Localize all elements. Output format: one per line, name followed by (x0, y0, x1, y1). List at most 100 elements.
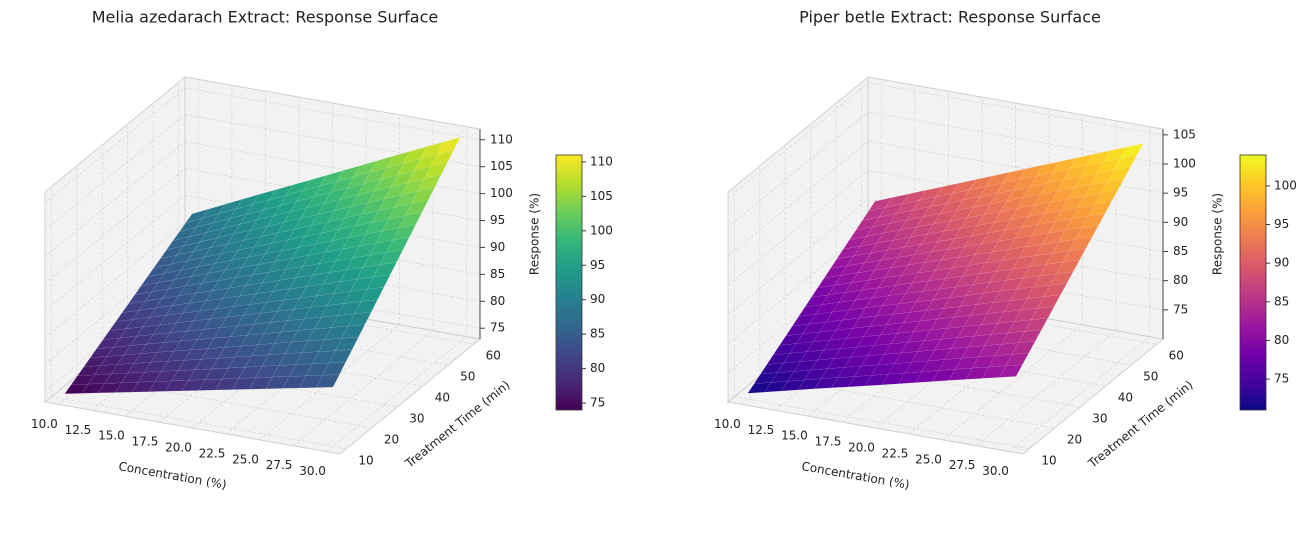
surface-patch (1056, 259, 1081, 275)
grid-line (727, 82, 869, 199)
grid-line (727, 199, 869, 315)
surface-patch (315, 374, 340, 388)
surface-patch (1113, 154, 1138, 171)
z-axis-label: Response (%) (1211, 193, 1225, 275)
surface-patch (1068, 236, 1093, 252)
x-tick-label: 10.0 (31, 417, 58, 431)
surface-patch (322, 361, 347, 376)
grid-line (942, 324, 1083, 441)
grid-line (44, 141, 186, 257)
grid-line (44, 168, 186, 284)
z-tick-label: 100 (490, 186, 513, 200)
surface-patch (379, 249, 404, 266)
surface-patch (1075, 224, 1100, 240)
x-tick-label: 20.0 (165, 441, 192, 455)
z-tick-label: 110 (490, 132, 513, 146)
y-tick-label: 60 (1169, 349, 1184, 363)
x-tick-label: 10.0 (714, 417, 741, 431)
colorbar-tick-label: 100 (1274, 178, 1297, 192)
colorbar-tick-label: 100 (590, 223, 613, 237)
grid-line (44, 87, 186, 204)
x-tick-label: 25.0 (232, 452, 259, 466)
y-tick-label: 30 (1092, 411, 1107, 425)
y-tick-label: 40 (1118, 391, 1133, 405)
surface-patch (1081, 213, 1106, 229)
colorbar-tick-label: 110 (590, 154, 613, 168)
grid-line (44, 114, 186, 231)
y-tick-label: 10 (358, 453, 373, 467)
grid-line (727, 170, 869, 286)
surface-patch (1011, 341, 1036, 355)
colorbar-tick-label: 80 (1274, 333, 1289, 347)
z-tick-label: 75 (490, 321, 505, 335)
z-tick-label: 80 (1173, 273, 1188, 287)
x-axis-label: Concentration (%) (800, 459, 910, 492)
grid-line (1009, 336, 1150, 452)
x-tick-label: 17.5 (815, 435, 842, 449)
colorbar-tick-label: 90 (1274, 256, 1289, 270)
y-tick-label: 50 (1143, 370, 1158, 384)
z-tick-label: 100 (1173, 157, 1196, 171)
z-tick-label: 105 (490, 159, 513, 173)
z-tick-label: 90 (490, 240, 505, 254)
colorbar-tick-label: 80 (590, 361, 605, 375)
surface-patch (1062, 248, 1087, 263)
x-tick-label: 12.5 (748, 423, 775, 437)
surface-patch (1087, 201, 1112, 217)
colorbar-tick-label: 75 (1274, 372, 1289, 386)
x-tick-label: 30.0 (299, 464, 326, 478)
y-tick-label: 20 (1067, 432, 1082, 446)
surface-patch (404, 199, 429, 217)
z-tick-label: 95 (490, 213, 505, 227)
colorbar-tick-label: 75 (590, 396, 605, 410)
colorbar-tick-label: 85 (590, 327, 605, 341)
z-tick-label: 80 (490, 294, 505, 308)
surface-patch (341, 324, 366, 339)
z-tick-label: 105 (1173, 127, 1196, 141)
surface-patch (1024, 317, 1049, 332)
y-tick-label: 60 (486, 349, 501, 363)
colorbar-tick-label: 95 (590, 258, 605, 272)
z-tick-label: 90 (1173, 215, 1188, 229)
y-tick-label: 40 (435, 391, 450, 405)
colorbar-tick-label: 105 (590, 189, 613, 203)
surface-patch (1017, 329, 1042, 344)
x-tick-label: 12.5 (65, 423, 92, 437)
colorbar-tick-label: 95 (1274, 217, 1289, 231)
colorbar-tick-label: 90 (590, 292, 605, 306)
z-tick-label: 75 (1173, 302, 1188, 316)
chart-title: Piper betle Extract: Response Surface (799, 8, 1101, 27)
surface-patch (1119, 143, 1144, 159)
x-tick-label: 17.5 (132, 435, 159, 449)
x-tick-label: 30.0 (982, 464, 1009, 478)
z-tick-label: 85 (1173, 244, 1188, 258)
x-tick-label: 22.5 (882, 446, 909, 460)
x-tick-label: 25.0 (915, 452, 942, 466)
grid-line (44, 195, 186, 311)
x-tick-label: 27.5 (266, 458, 293, 472)
z-axis-label: Response (%) (528, 193, 542, 275)
grid-line (975, 330, 1117, 447)
grid-line (326, 336, 467, 452)
y-tick-label: 30 (409, 411, 424, 425)
y-tick-label: 50 (460, 370, 475, 384)
grid-line (727, 111, 869, 228)
surface-patch (334, 336, 359, 351)
colorbar-tick-label: 85 (1274, 294, 1289, 308)
colorbar (1239, 154, 1267, 411)
x-tick-label: 20.0 (848, 441, 875, 455)
x-tick-label: 27.5 (949, 458, 976, 472)
x-tick-label: 15.0 (98, 429, 125, 443)
surface-patch (1100, 178, 1125, 194)
surface-patch (1043, 282, 1068, 298)
surface-patch (998, 364, 1023, 378)
z-tick-label: 95 (1173, 186, 1188, 200)
grid-line (727, 140, 869, 257)
x-tick-label: 22.5 (199, 446, 226, 460)
x-tick-label: 15.0 (781, 429, 808, 443)
y-tick-label: 10 (1041, 453, 1056, 467)
surface-patch (411, 186, 436, 204)
y-tick-label: 20 (384, 432, 399, 446)
